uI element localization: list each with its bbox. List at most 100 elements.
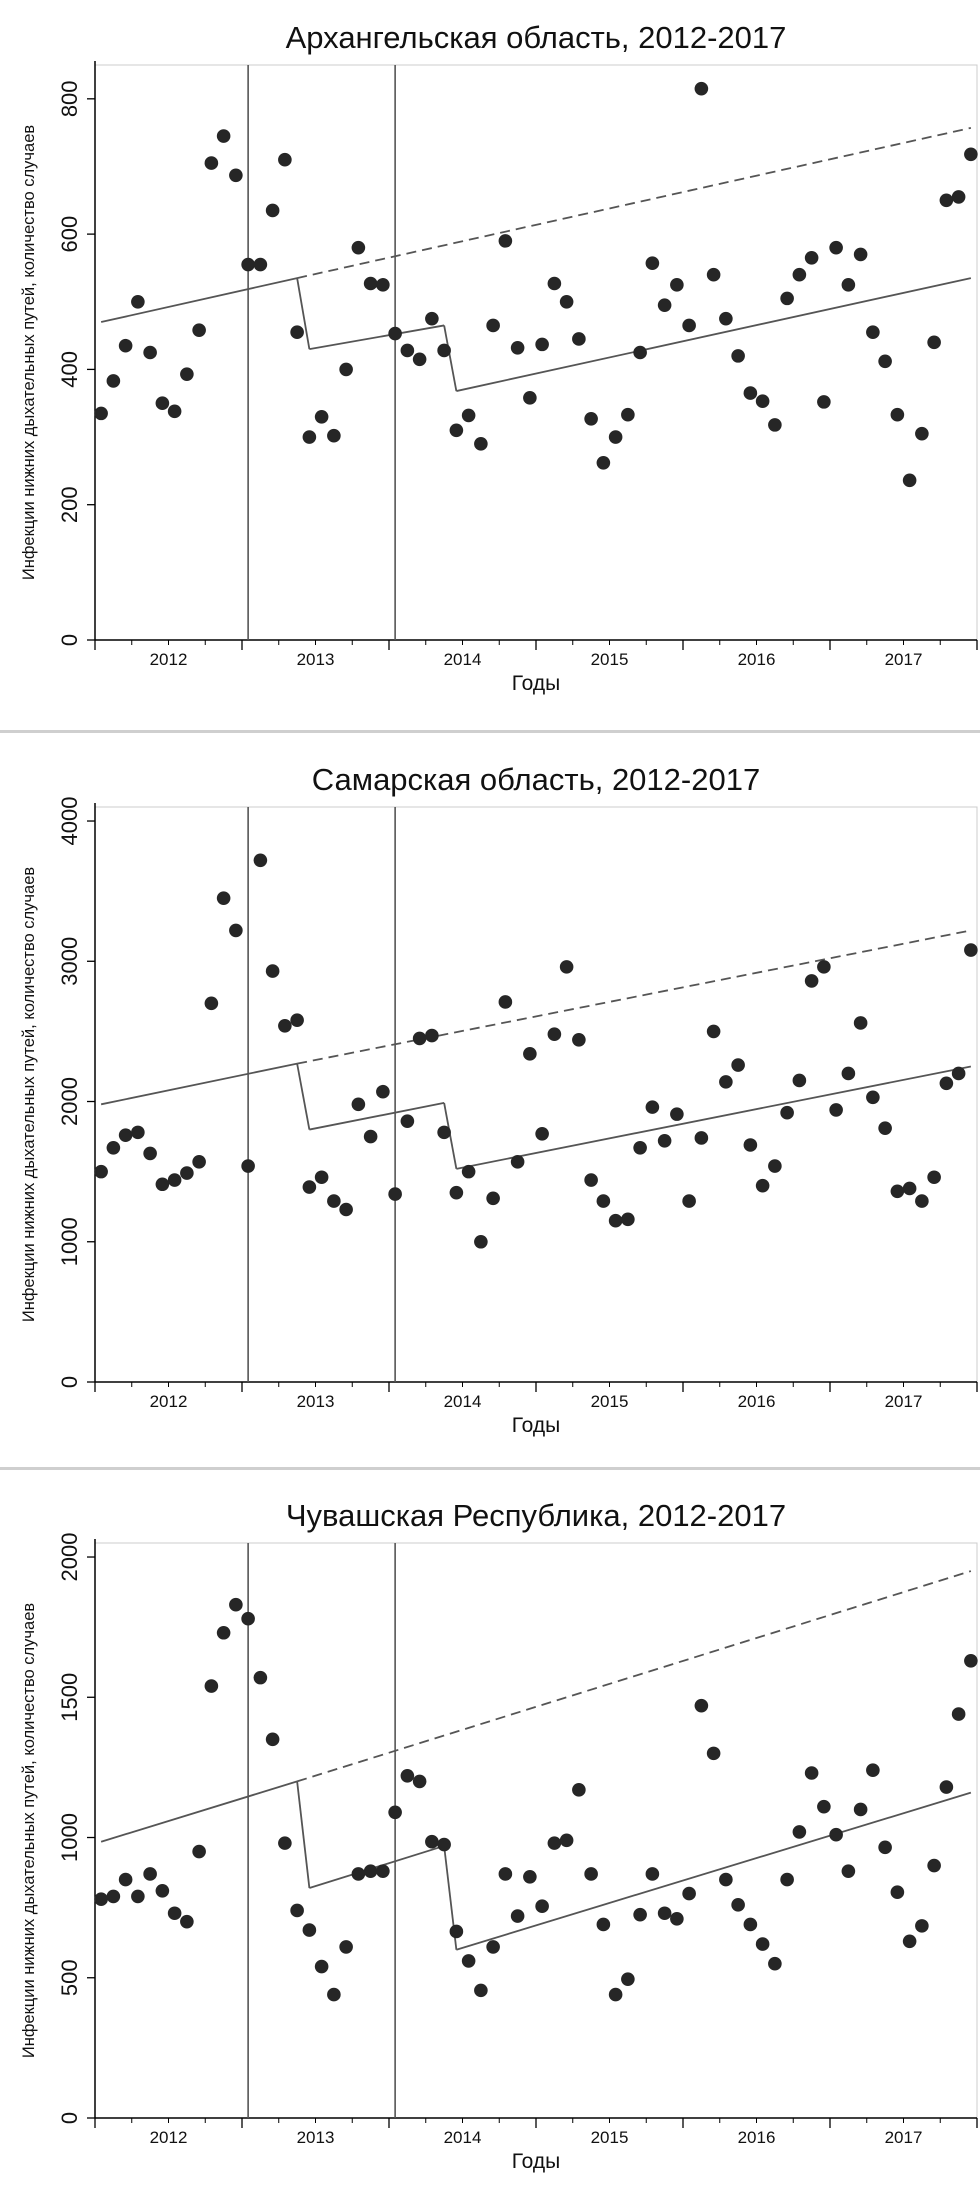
data-point xyxy=(94,406,108,421)
data-point xyxy=(437,1837,451,1852)
data-point xyxy=(510,1155,525,1169)
data-point xyxy=(290,1903,304,1918)
data-point xyxy=(804,250,819,265)
data-point xyxy=(229,1597,243,1612)
x-tick-label: 2015 xyxy=(591,650,629,669)
chart-title: Архангельская область, 2012-2017 xyxy=(286,20,787,55)
data-point xyxy=(731,349,745,363)
x-tick-label: 2013 xyxy=(297,650,335,669)
data-point xyxy=(180,1914,194,1929)
data-point xyxy=(167,1173,182,1187)
data-point xyxy=(204,1679,219,1693)
data-point xyxy=(939,1076,954,1091)
data-point xyxy=(584,1173,598,1187)
y-tick-label: 800 xyxy=(57,80,82,117)
data-point xyxy=(314,1959,329,1974)
data-point xyxy=(853,247,868,262)
data-point xyxy=(731,1898,745,1912)
data-point xyxy=(915,426,929,441)
x-tick-label: 2017 xyxy=(885,650,923,669)
data-point xyxy=(608,430,623,444)
y-tick-label: 1000 xyxy=(57,1217,82,1266)
data-point xyxy=(437,1125,451,1140)
data-point xyxy=(780,291,794,306)
data-point xyxy=(204,996,219,1011)
data-point xyxy=(682,318,696,333)
x-tick-label: 2014 xyxy=(444,650,482,669)
data-point xyxy=(645,1100,660,1114)
data-point xyxy=(461,1164,476,1179)
data-point xyxy=(192,323,206,337)
data-point xyxy=(486,1191,500,1206)
fitted-trend-line xyxy=(100,1062,298,1106)
data-point xyxy=(229,168,243,183)
data-point xyxy=(131,1125,145,1140)
data-point xyxy=(780,1105,794,1120)
data-point xyxy=(180,367,194,381)
data-point xyxy=(743,1917,758,1932)
data-point xyxy=(339,362,353,377)
data-point xyxy=(327,1194,341,1208)
counterfactual-trend-line xyxy=(296,929,972,1065)
data-point xyxy=(376,278,390,292)
data-point xyxy=(253,257,268,272)
data-point xyxy=(523,1047,537,1061)
y-tick-label: 0 xyxy=(57,2112,82,2124)
data-point xyxy=(964,943,978,957)
data-point xyxy=(474,1234,488,1249)
fitted-trend-line xyxy=(309,1102,445,1131)
data-point xyxy=(657,298,672,312)
x-axis-label: Годы xyxy=(512,2150,561,2173)
data-point xyxy=(927,1170,941,1185)
data-point xyxy=(547,1836,562,1850)
data-point xyxy=(314,1170,329,1185)
data-point xyxy=(143,345,157,360)
x-tick-label: 2014 xyxy=(444,2128,482,2147)
data-point xyxy=(400,1114,415,1128)
data-point xyxy=(425,1028,439,1043)
data-point xyxy=(682,1886,696,1901)
data-point xyxy=(192,1155,206,1169)
chart-panel-arkhangelsk: Архангельская область, 2012-2017 0 200 400 6… xyxy=(0,0,980,722)
data-point xyxy=(290,325,304,340)
data-point xyxy=(118,1872,133,1887)
data-point xyxy=(596,1194,611,1208)
data-point xyxy=(106,1889,121,1904)
data-point xyxy=(425,1834,439,1849)
data-point xyxy=(841,1864,856,1878)
data-point xyxy=(155,396,170,411)
data-point xyxy=(167,1906,182,1921)
data-point xyxy=(523,391,537,405)
data-point xyxy=(670,1107,684,1121)
data-point xyxy=(878,1840,892,1855)
data-point xyxy=(302,1923,317,1937)
data-point xyxy=(474,1983,488,1998)
x-tick-label: 2016 xyxy=(738,2128,776,2147)
data-point xyxy=(547,1027,562,1041)
x-tick-label: 2016 xyxy=(738,650,776,669)
data-point xyxy=(412,352,427,367)
x-tick-label: 2015 xyxy=(591,1392,629,1411)
y-tick-label: 400 xyxy=(57,351,82,388)
data-point xyxy=(572,1783,586,1797)
data-point xyxy=(964,147,978,162)
data-point xyxy=(829,1103,843,1117)
fitted-trend-line xyxy=(296,1063,311,1130)
data-point xyxy=(572,332,586,346)
x-tick-label: 2017 xyxy=(885,1392,923,1411)
data-point xyxy=(118,1128,133,1142)
data-point xyxy=(241,257,255,272)
data-point xyxy=(841,1066,856,1081)
data-point xyxy=(706,1024,721,1039)
data-point xyxy=(939,1780,954,1794)
data-point xyxy=(94,1892,108,1907)
data-point xyxy=(902,1934,917,1949)
data-point xyxy=(878,354,892,369)
data-point xyxy=(474,437,488,451)
data-point xyxy=(204,156,219,170)
fitted-trend-line xyxy=(296,277,311,350)
x-tick-label: 2016 xyxy=(738,1392,776,1411)
data-point xyxy=(694,1131,709,1145)
x-tick-label: 2012 xyxy=(150,1392,188,1411)
data-point xyxy=(694,81,709,96)
